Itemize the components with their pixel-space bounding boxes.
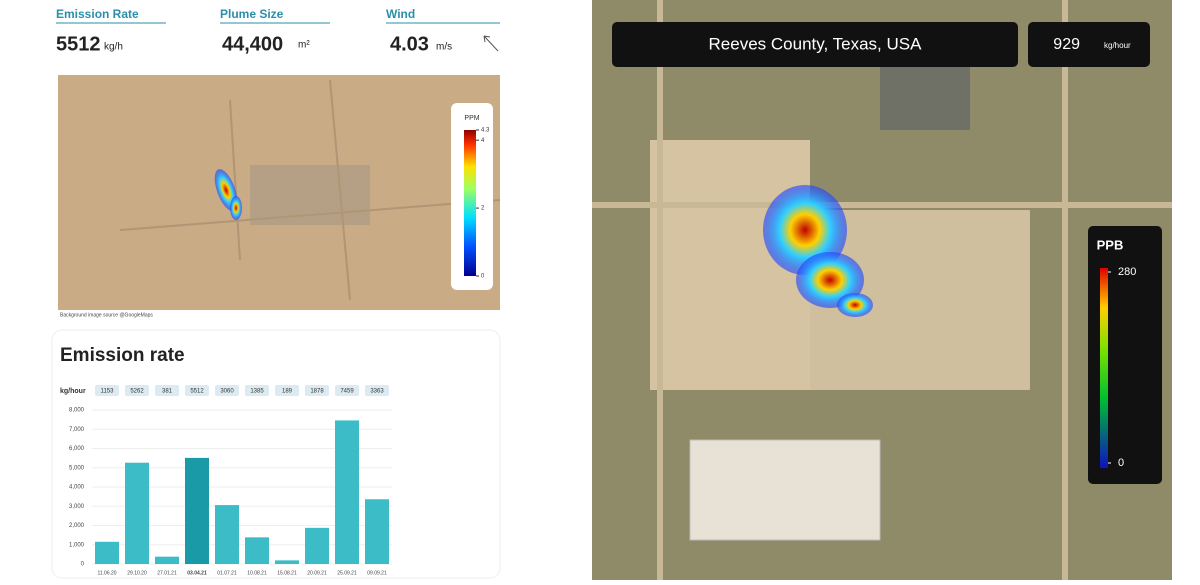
value-pill (155, 385, 179, 396)
x-tick-label: 09.09.21 (367, 570, 387, 576)
metric-unit: kg/h (104, 42, 123, 53)
metric-value: 5512 (56, 33, 101, 55)
value-pill (305, 385, 329, 396)
bar (95, 541, 119, 564)
bar (305, 527, 329, 564)
bar (245, 537, 269, 564)
y-tick-label: 4,000 (69, 485, 85, 491)
colorbar-tick-label: 2 (481, 206, 485, 212)
metric-label: Plume Size (220, 7, 284, 21)
wind-arrow (483, 35, 499, 52)
x-tick-label: 15.08.21 (277, 570, 297, 576)
bar (275, 560, 299, 564)
x-tick-label: 03.04.21 (187, 570, 207, 576)
value-pill (365, 385, 389, 396)
y-axis-label: kg/hour (60, 388, 86, 395)
bar (125, 462, 149, 564)
value-label: 3060 (220, 389, 234, 395)
location: Reeves County, Texas, USA (709, 34, 923, 53)
x-tick-label: 01.07.21 (217, 570, 237, 576)
right-map (592, 0, 1172, 580)
bar (185, 457, 209, 564)
value-label: 381 (162, 389, 173, 395)
value-pill (125, 385, 149, 396)
rate-unit: kg/hour (1104, 41, 1131, 50)
metrics: Emission Rate 5512 kg/h Plume Size 44,40… (56, 7, 500, 55)
x-tick-label: 25.09.21 (337, 570, 357, 576)
right-colorbar-ticks: 0 280 (1108, 266, 1136, 469)
value-pill (245, 385, 269, 396)
value-label: 5512 (190, 389, 204, 395)
left-map: Background image source @GoogleMaps (58, 75, 501, 318)
y-tick-label: 5,000 (69, 465, 85, 471)
bar (215, 505, 239, 564)
metric-unit: m/s (436, 42, 452, 53)
x-tick-label: 11.06.20 (97, 570, 116, 576)
chart-card (51, 329, 501, 579)
y-tick-label: 3,000 (69, 504, 85, 510)
value-pill (95, 385, 119, 396)
bar (365, 499, 389, 564)
x-tick-label: 27.01.21 (157, 570, 177, 576)
y-tick-label: 6,000 (69, 446, 85, 452)
value-pill (215, 385, 239, 396)
metric-unit: m² (298, 40, 310, 51)
value-label: 3363 (370, 389, 384, 395)
metric-value: 44,400 (222, 33, 283, 55)
y-tick-label: 7,000 (69, 427, 85, 433)
colorbar-title: PPM (464, 115, 479, 122)
metric-label: Wind (386, 7, 415, 21)
value-label: 5262 (130, 389, 144, 395)
x-tick-label: 29.10.20 (127, 570, 147, 576)
y-tick-label: 8,000 (69, 408, 85, 414)
x-tick-label: 10.08.21 (247, 570, 267, 576)
colorbar-tick-label: 0 (1118, 457, 1124, 469)
metric-label: Emission Rate (56, 7, 139, 21)
value-pill (185, 385, 209, 396)
value-label: 7459 (340, 389, 354, 395)
y-tick-label: 0 (81, 562, 85, 568)
source-note: Background image source @GoogleMaps (60, 312, 153, 318)
value-label: 1153 (101, 389, 115, 395)
metric-value: 4.03 (390, 33, 429, 55)
bar (155, 556, 179, 564)
left-colorbar-ticks: 0 2 4 4.3 (476, 128, 490, 280)
colorbar-tick-label: 4.3 (481, 128, 490, 134)
y-tick-label: 1,000 (69, 542, 85, 548)
value-pill (335, 385, 359, 396)
value-label: 1385 (250, 389, 264, 395)
y-tick-label: 2,000 (69, 523, 85, 529)
colorbar-tick-label: 0 (481, 274, 485, 280)
rate: 929 (1053, 36, 1080, 53)
bar-chart: 0 1,000 2,000 3,000 4,000 5,000 6,000 7,000 8,00… (69, 385, 392, 576)
chart-title: Emission rate (60, 345, 185, 366)
value-label: 1878 (310, 389, 324, 395)
colorbar-tick-label: 280 (1118, 266, 1136, 278)
x-tick-label: 20.09.21 (307, 570, 327, 576)
value-label: 189 (282, 389, 293, 395)
colorbar-tick-label: 4 (481, 138, 485, 144)
value-pill (275, 385, 299, 396)
bar (335, 420, 359, 564)
colorbar-title: PPB (1097, 237, 1124, 252)
